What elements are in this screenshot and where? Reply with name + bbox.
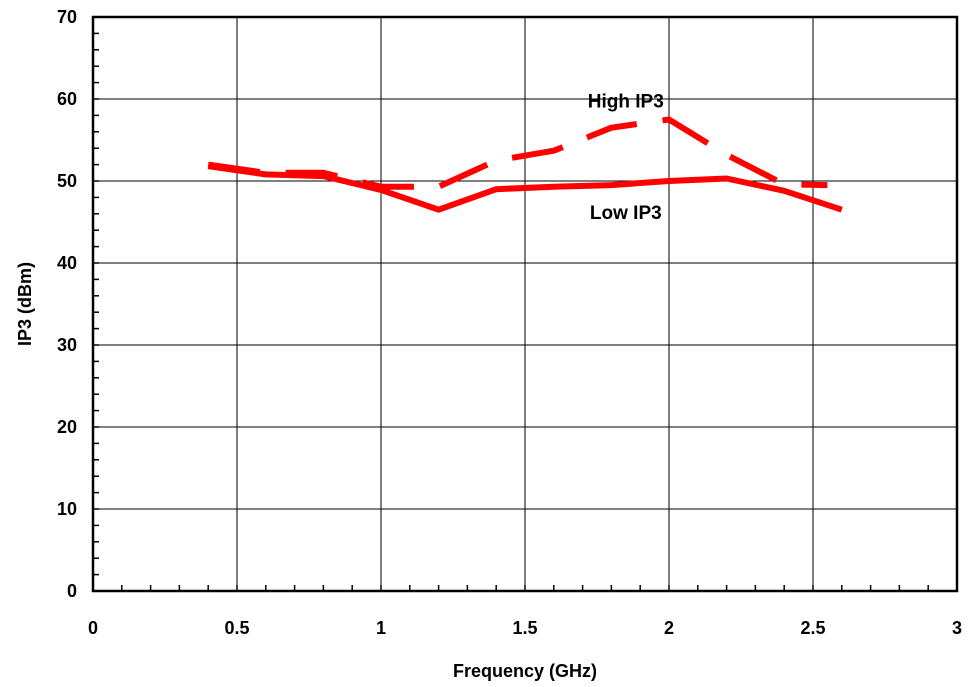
y-tick-label: 60	[57, 89, 77, 109]
grid	[93, 17, 957, 591]
y-tick-label: 50	[57, 171, 77, 191]
x-tick-label: 2	[664, 618, 674, 638]
x-tick-label: 0.5	[224, 618, 249, 638]
series-lines	[207, 116, 843, 213]
y-tick-label: 0	[67, 581, 77, 601]
y-tick-label: 10	[57, 499, 77, 519]
low-ip3-label: Low IP3	[590, 203, 662, 224]
high-ip3-label: High IP3	[588, 92, 664, 113]
x-tick-label: 1	[376, 618, 386, 638]
high-ip3-line	[207, 116, 828, 190]
x-tick-label: 3	[952, 618, 962, 638]
y-tick-label: 70	[57, 7, 77, 27]
series-annotations: High IP3 Low IP3	[588, 92, 664, 225]
plot-area-frame	[91, 15, 959, 593]
y-axis-title: IP3 (dBm)	[15, 262, 35, 346]
x-tick-label: 0	[88, 618, 98, 638]
y-tick-label: 30	[57, 335, 77, 355]
y-tick-label: 20	[57, 417, 77, 437]
x-tick-label: 1.5	[512, 618, 537, 638]
x-tick-label: 2.5	[800, 618, 825, 638]
x-axis-title: Frequency (GHz)	[453, 661, 597, 681]
low-ip3-line	[207, 163, 843, 213]
y-tick-label: 40	[57, 253, 77, 273]
